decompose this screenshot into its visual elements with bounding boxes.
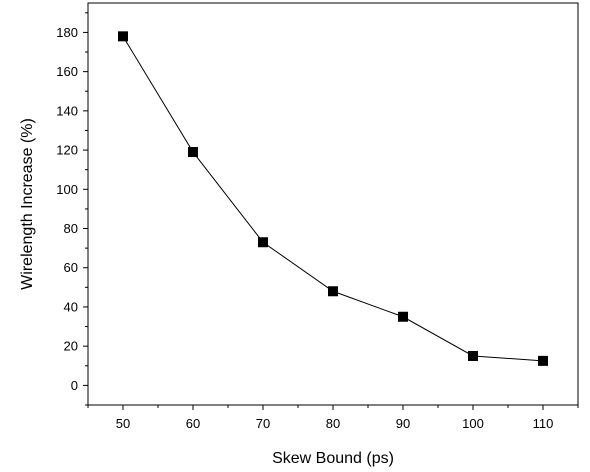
y-tick-label: 0 <box>71 378 78 393</box>
y-tick-label: 40 <box>64 299 78 314</box>
y-tick-label: 160 <box>56 64 78 79</box>
y-tick-label: 140 <box>56 103 78 118</box>
data-point-marker <box>328 286 338 297</box>
data-point-marker <box>538 355 548 366</box>
y-tick-label: 20 <box>64 339 78 354</box>
data-point-marker <box>258 237 268 248</box>
x-tick-label: 80 <box>326 416 340 431</box>
x-tick-label: 110 <box>533 416 554 431</box>
data-point-marker <box>468 350 478 361</box>
series-markers <box>118 31 548 366</box>
data-point-marker <box>118 31 128 42</box>
series-line <box>122 36 544 362</box>
y-tick-label: 80 <box>64 221 78 236</box>
y-axis-title: Wirelength Increase (%) <box>19 118 36 290</box>
y-tick-label: 180 <box>56 25 78 40</box>
x-axis-title: Skew Bound (ps) <box>272 450 394 467</box>
x-tick-label: 70 <box>256 416 270 431</box>
x-tick-label: 60 <box>186 416 200 431</box>
x-tick-label: 90 <box>396 416 410 431</box>
data-point-marker <box>188 147 198 158</box>
x-tick-label: 50 <box>116 416 130 431</box>
x-axis-ticks: 50 60 70 80 90 100 110 <box>87 405 579 431</box>
y-tick-label: 100 <box>56 182 78 197</box>
plot-frame <box>87 2 579 406</box>
x-tick-label: 100 <box>462 416 484 431</box>
y-axis-ticks: 0 20 40 60 80 100 120 140 160 180 <box>56 12 88 406</box>
y-tick-label: 60 <box>64 260 78 275</box>
data-point-marker <box>398 311 408 322</box>
y-tick-label: 120 <box>56 143 78 158</box>
